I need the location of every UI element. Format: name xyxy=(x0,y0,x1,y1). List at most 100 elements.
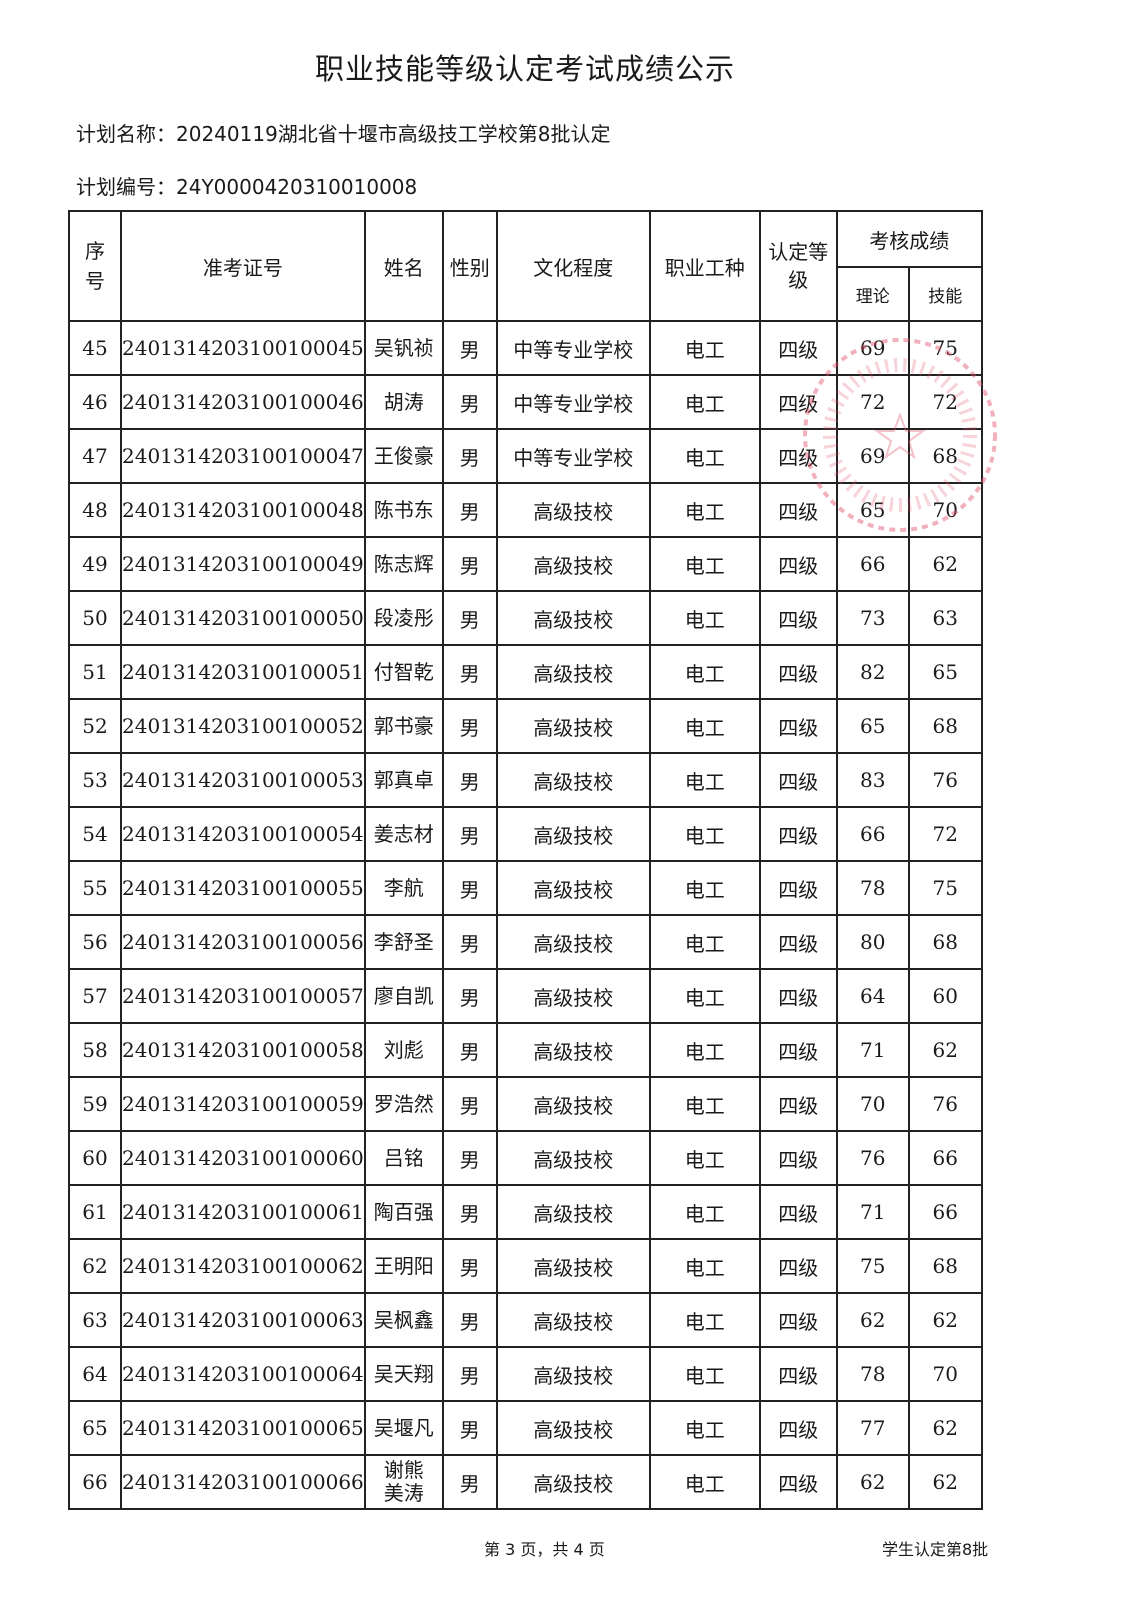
cell-ticket: 2401314203100100053 xyxy=(120,752,366,808)
cell-theory-score: 64 xyxy=(835,968,910,1024)
table-row: 59 2401314203100100059 罗浩然男高级技校 电工 四级 70 76 xyxy=(68,1076,983,1132)
cell-level: 四级 xyxy=(758,536,838,592)
cell-education: 高级技校 xyxy=(495,1184,651,1240)
table-row: 57 2401314203100100057 廖自凯男高级技校 电工 四级 64 60 xyxy=(68,968,983,1024)
cell-education: 中等专业学校 xyxy=(495,428,651,484)
header-ticket: 准考证号 xyxy=(120,210,366,322)
cell-skill-score: 76 xyxy=(907,1076,983,1132)
header-skill: 技能 xyxy=(907,266,983,322)
cell-occupation: 电工 xyxy=(648,1184,761,1240)
cell-skill-score: 76 xyxy=(907,752,983,808)
cell-level: 四级 xyxy=(758,1238,838,1294)
cell-skill-score: 70 xyxy=(907,1346,983,1402)
table-row: 47 2401314203100100047 王俊豪男中等专业学校 电工 四级 69 68 xyxy=(68,428,983,484)
cell-ticket: 2401314203100100064 xyxy=(120,1346,366,1402)
cell-ticket: 2401314203100100063 xyxy=(120,1292,366,1348)
cell-education: 高级技校 xyxy=(495,536,651,592)
cell-theory-score: 82 xyxy=(835,644,910,700)
cell-gender: 男 xyxy=(441,1292,498,1348)
cell-skill-score: 62 xyxy=(907,1292,983,1348)
plan-name: 计划名称：20240119湖北省十堰市高级技工学校第8批认定 xyxy=(76,122,611,146)
cell-skill-score: 65 xyxy=(907,644,983,700)
cell-theory-score: 80 xyxy=(835,914,910,970)
cell-name: 陈书东 xyxy=(363,482,444,538)
cell-gender: 男 xyxy=(441,536,498,592)
cell-ticket: 2401314203100100057 xyxy=(120,968,366,1024)
table-row: 60 2401314203100100060 吕铭男高级技校 电工 四级 76 66 xyxy=(68,1130,983,1186)
header-theory: 理论 xyxy=(835,266,910,322)
cell-seq: 64 xyxy=(68,1346,122,1402)
cell-theory-score: 83 xyxy=(835,752,910,808)
plan-number: 计划编号：24Y0000420310010008 xyxy=(76,175,418,199)
cell-education: 高级技校 xyxy=(495,860,651,916)
cell-occupation: 电工 xyxy=(648,914,761,970)
cell-name: 刘彪 xyxy=(363,1022,444,1078)
cell-level: 四级 xyxy=(758,860,838,916)
cell-ticket: 2401314203100100058 xyxy=(120,1022,366,1078)
cell-gender: 男 xyxy=(441,1184,498,1240)
cell-name: 姜志材 xyxy=(363,806,444,862)
cell-gender: 男 xyxy=(441,1022,498,1078)
cell-seq: 57 xyxy=(68,968,122,1024)
cell-skill-score: 68 xyxy=(907,1238,983,1294)
cell-level: 四级 xyxy=(758,698,838,754)
cell-name: 胡涛 xyxy=(363,374,444,430)
table-row: 55 2401314203100100055 李航男高级技校 电工 四级 78 75 xyxy=(68,860,983,916)
page-number: 第 3 页，共 4 页 xyxy=(484,1540,605,1559)
table-row: 46 2401314203100100046 胡涛男中等专业学校 电工 四级 72 72 xyxy=(68,374,983,430)
cell-name: 付智乾 xyxy=(363,644,444,700)
cell-education: 高级技校 xyxy=(495,968,651,1024)
cell-theory-score: 70 xyxy=(835,1076,910,1132)
cell-education: 高级技校 xyxy=(495,1454,651,1510)
cell-theory-score: 76 xyxy=(835,1130,910,1186)
cell-name: 廖自凯 xyxy=(363,968,444,1024)
cell-theory-score: 69 xyxy=(835,320,910,376)
header-name: 姓名 xyxy=(363,210,444,322)
cell-theory-score: 66 xyxy=(835,806,910,862)
cell-ticket: 2401314203100100066 xyxy=(120,1454,366,1510)
header-occupation: 职业工种 xyxy=(648,210,761,322)
cell-seq: 58 xyxy=(68,1022,122,1078)
cell-seq: 53 xyxy=(68,752,122,808)
cell-name: 王明阳 xyxy=(363,1238,444,1294)
cell-gender: 男 xyxy=(441,644,498,700)
cell-occupation: 电工 xyxy=(648,536,761,592)
cell-level: 四级 xyxy=(758,1454,838,1510)
cell-theory-score: 72 xyxy=(835,374,910,430)
cell-seq: 63 xyxy=(68,1292,122,1348)
cell-occupation: 电工 xyxy=(648,1292,761,1348)
cell-ticket: 2401314203100100051 xyxy=(120,644,366,700)
cell-skill-score: 62 xyxy=(907,1400,983,1456)
cell-gender: 男 xyxy=(441,914,498,970)
cell-level: 四级 xyxy=(758,1292,838,1348)
cell-ticket: 2401314203100100059 xyxy=(120,1076,366,1132)
header-seq: 序号 xyxy=(68,210,122,322)
cell-ticket: 2401314203100100050 xyxy=(120,590,366,646)
cell-ticket: 2401314203100100065 xyxy=(120,1400,366,1456)
cell-level: 四级 xyxy=(758,374,838,430)
cell-education: 高级技校 xyxy=(495,1400,651,1456)
cell-theory-score: 69 xyxy=(835,428,910,484)
cell-gender: 男 xyxy=(441,1130,498,1186)
cell-occupation: 电工 xyxy=(648,1130,761,1186)
cell-theory-score: 73 xyxy=(835,590,910,646)
cell-occupation: 电工 xyxy=(648,320,761,376)
cell-theory-score: 78 xyxy=(835,1346,910,1402)
cell-gender: 男 xyxy=(441,482,498,538)
cell-level: 四级 xyxy=(758,968,838,1024)
cell-level: 四级 xyxy=(758,590,838,646)
score-table: 序号 准考证号 姓名 性别 文化程度 职业工种 认定等级 考核成绩 理论 技能 … xyxy=(68,210,983,1510)
cell-skill-score: 66 xyxy=(907,1184,983,1240)
cell-name: 吴堰凡 xyxy=(363,1400,444,1456)
cell-ticket: 2401314203100100061 xyxy=(120,1184,366,1240)
cell-seq: 59 xyxy=(68,1076,122,1132)
cell-seq: 55 xyxy=(68,860,122,916)
table-row: 45 2401314203100100045 吴钒祯男中等专业学校 电工 四级 69 75 xyxy=(68,320,983,376)
cell-ticket: 2401314203100100062 xyxy=(120,1238,366,1294)
cell-skill-score: 72 xyxy=(907,806,983,862)
cell-skill-score: 68 xyxy=(907,914,983,970)
cell-seq: 54 xyxy=(68,806,122,862)
cell-theory-score: 77 xyxy=(835,1400,910,1456)
table-row: 54 2401314203100100054 姜志材男高级技校 电工 四级 66 72 xyxy=(68,806,983,862)
cell-ticket: 2401314203100100055 xyxy=(120,860,366,916)
